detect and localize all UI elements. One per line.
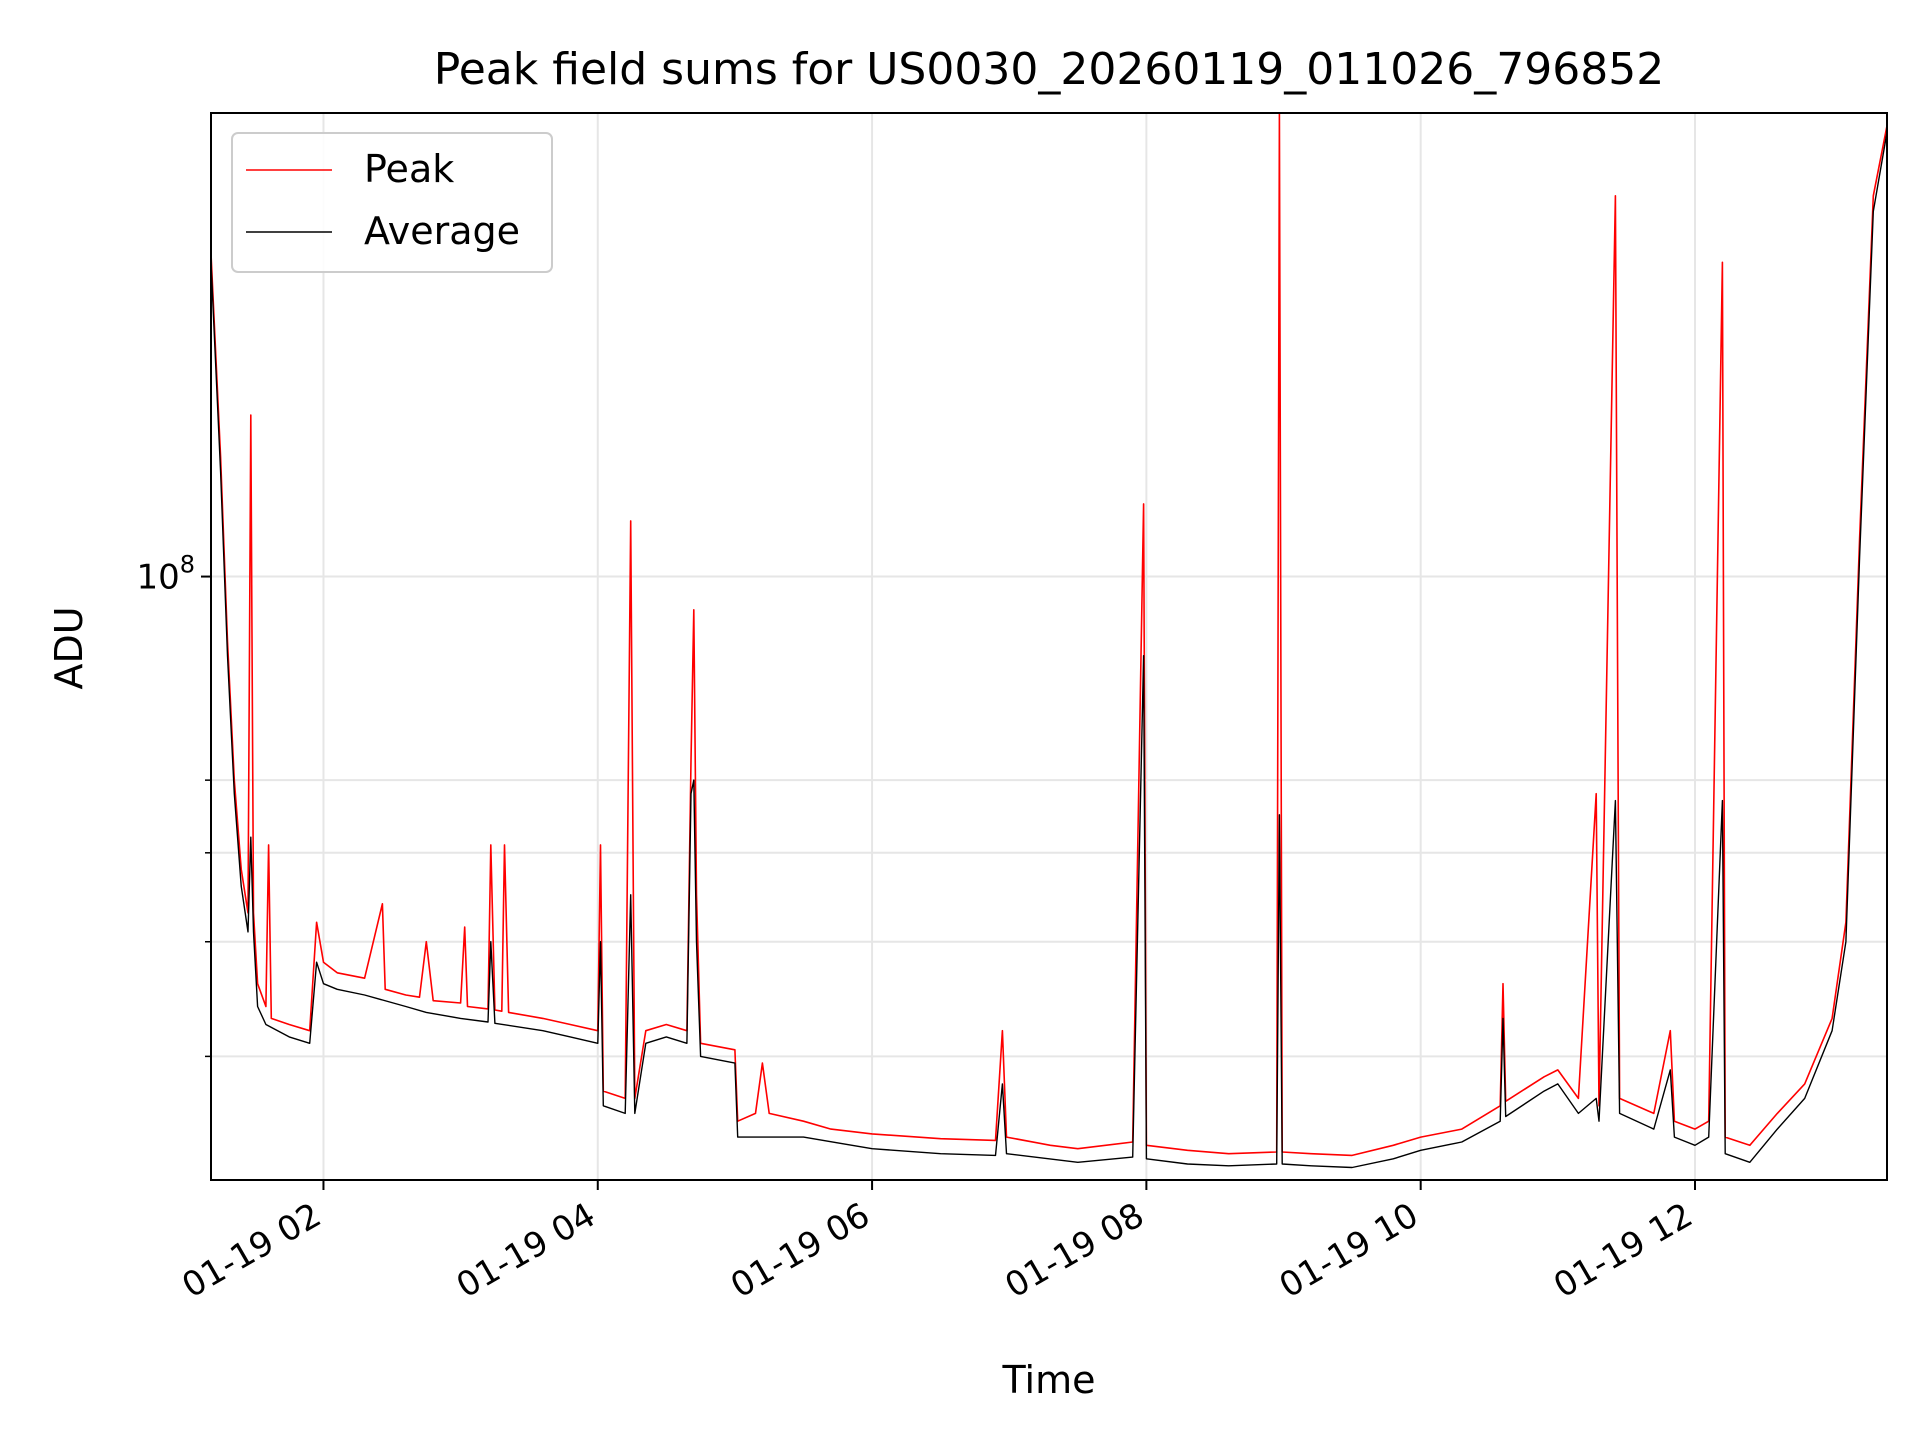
legend-box (231, 132, 553, 273)
plot-frame (210, 112, 1888, 1181)
series-line-average (210, 131, 1888, 1169)
x-axis-label: Time (1002, 1358, 1096, 1402)
chart-title: Peak field sums for US0030_20260119_0110… (434, 44, 1664, 95)
y-tick-label-0: 108 (136, 551, 195, 598)
y-axis-label: ADU (47, 606, 91, 689)
series-layer (210, 112, 1888, 1169)
legend-label-average: Average (364, 209, 520, 253)
series-line-peak (210, 112, 1888, 1157)
legend: Peak Average (231, 132, 553, 273)
legend-label-peak: Peak (364, 147, 454, 191)
